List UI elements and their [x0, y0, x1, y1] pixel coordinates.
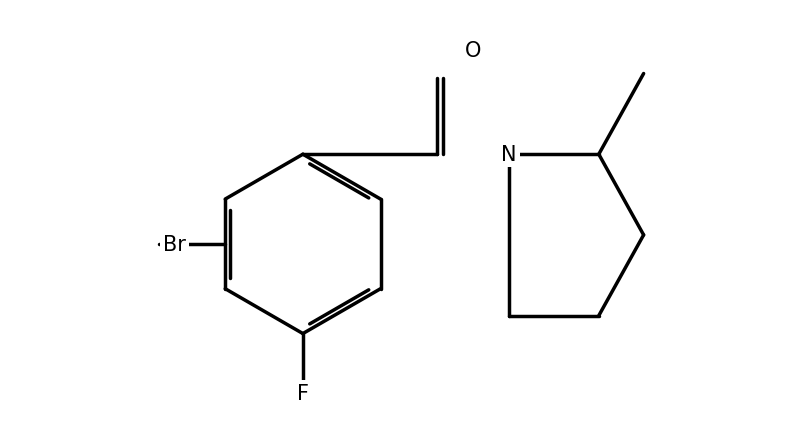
Text: Br: Br	[163, 234, 186, 254]
Text: O: O	[465, 41, 481, 61]
Text: F: F	[297, 383, 308, 403]
Text: N: N	[500, 145, 517, 165]
